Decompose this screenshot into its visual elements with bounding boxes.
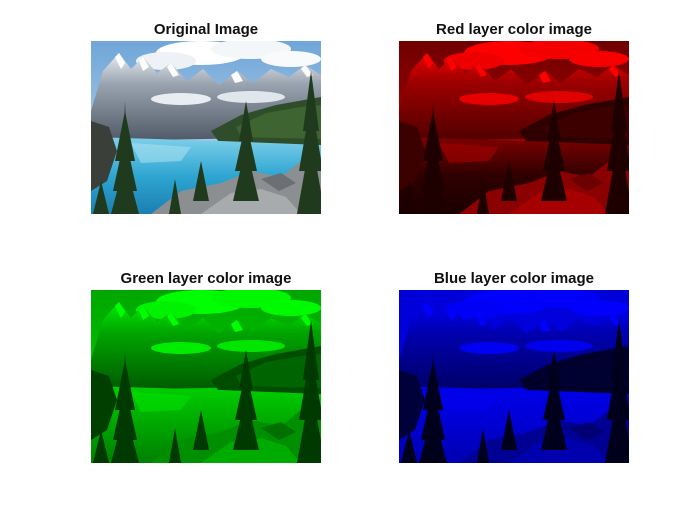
blue-layer-title: Blue layer color image: [433, 270, 595, 287]
red-layer-panel: Red layer color image: [399, 21, 629, 214]
original-image-panel: Original Image: [91, 21, 321, 214]
red-layer-image: [399, 41, 629, 214]
green-layer-title: Green layer color image: [120, 270, 292, 287]
blue-layer-panel: Blue layer color image: [399, 270, 629, 463]
original-image: [91, 41, 321, 214]
red-layer-title: Red layer color image: [436, 21, 592, 38]
original-image-title: Original Image: [153, 21, 259, 38]
blue-layer-image: [399, 290, 629, 463]
green-layer-image: [91, 290, 321, 463]
green-layer-panel: Green layer color image: [91, 270, 321, 463]
